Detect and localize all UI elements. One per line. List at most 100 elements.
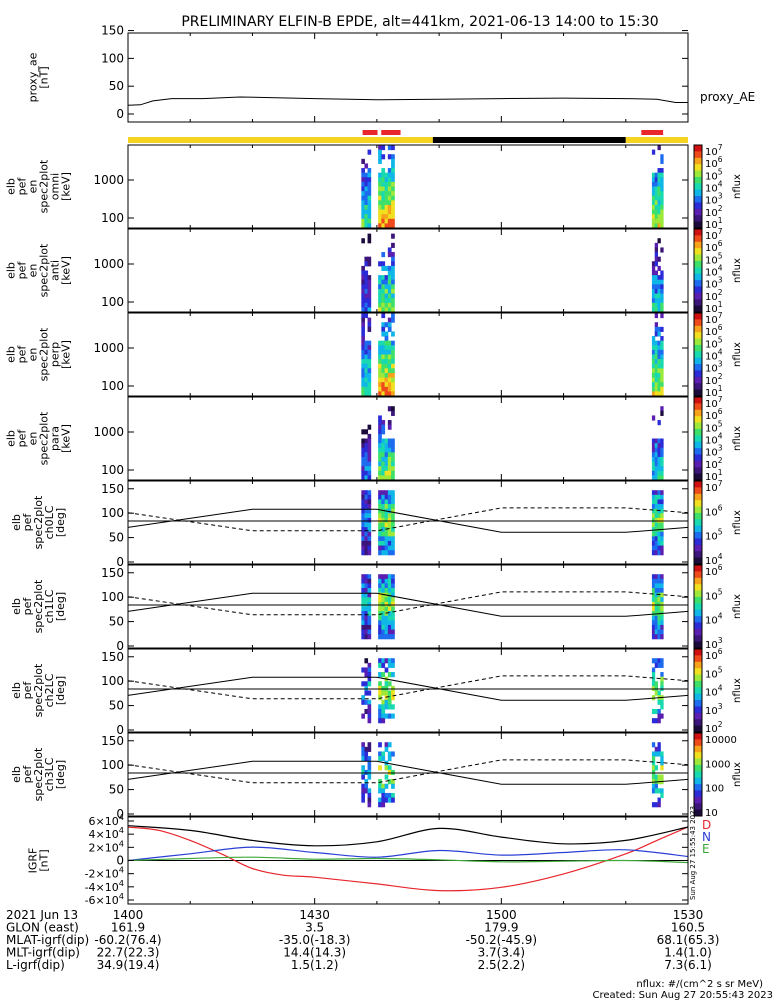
spec-cell [387,181,392,187]
colorbar-frame [693,480,703,565]
spec-cell [660,284,664,290]
ylabel-ch2-2: spec2plot [32,663,45,717]
spec-cell [367,433,372,439]
spec-cell [654,681,659,687]
spec-gap [374,145,377,228]
spec-cell [654,377,659,383]
spec-cell [384,363,389,369]
spec-cell [651,172,656,178]
spec-cell [361,359,365,365]
spec-cell [364,279,369,285]
spec-cell [378,756,382,762]
spec-cell [381,578,386,584]
panel-anti: elbpefenspec2plotanti[keV]10010001071061… [5,227,744,315]
spec-cell [657,391,661,397]
spec-cell [364,461,369,467]
spec-cell [654,181,659,187]
colorbar-tick: 107 [705,143,723,158]
spec-cell [657,508,661,514]
ylabel-igrf-1: [nT] [38,849,51,871]
spec-cell [391,695,395,701]
colorbar-cell [694,164,702,172]
spec-cell [361,313,365,319]
ytick-label: -2×104 [85,865,124,881]
spec-cell [364,578,369,584]
spec-cell [367,372,372,379]
spec-cell [654,452,659,458]
spec-cell [387,145,392,151]
spec-cell [660,499,664,505]
spec-cell [378,345,382,351]
spec-cell [378,662,382,668]
spec-cell [391,779,395,785]
spec-cell [364,298,369,304]
colorbar-cell [694,467,702,475]
spec-cell [387,583,392,589]
colorbar-cell [694,286,702,294]
spec-cell [381,363,386,369]
spec-cell [381,177,386,183]
spec-cell [378,708,382,715]
spec-cell [657,751,661,757]
spec-cell [361,490,365,496]
spec-cell [381,331,386,337]
spec-cell [651,461,656,467]
spec-cell [378,751,382,757]
spec-cell [651,634,656,640]
spec-cell [657,634,661,640]
spec-cell [660,475,664,481]
spec-cell [384,522,389,528]
spec-cell [657,588,661,594]
ytick-label: 100 [101,506,124,520]
spec-cell [378,797,382,803]
spec-cell [367,424,372,430]
spec-cell [654,293,659,299]
spec-cell [361,172,365,178]
colorbar-cell [694,680,702,688]
colorbar-cell [694,571,702,579]
colorbar-cell [694,493,702,501]
spec-cell [660,447,664,453]
spec-cell [384,620,389,626]
spec-cell [367,209,372,215]
spec-cell [387,424,392,430]
spec-cell [364,708,369,715]
panel-frame [127,396,689,481]
spec-cell [384,466,389,472]
spec-cell [367,718,372,724]
spec-cell [654,363,659,369]
spec-cell [391,223,395,229]
spec-cell [391,331,395,337]
spec-cell [651,340,656,346]
spec-cell [378,783,382,789]
spec-cell [378,223,382,229]
spec-cell [364,783,369,789]
spec-cell [651,186,656,192]
spec-cell [381,574,386,580]
spec-cell [651,676,656,682]
colorbar-cell [694,577,702,585]
spec-cell [361,783,365,789]
spec-cell [384,699,389,705]
spec-cell [654,531,659,537]
igrf-total-line [127,825,689,847]
spec-cell [660,195,664,201]
spec-cell [651,597,656,603]
spec-cell [378,470,382,476]
spec-cell [381,302,386,308]
spec-cell [387,792,392,799]
spec-cell [387,443,392,449]
spec-cell [391,517,395,523]
spec-cell [378,447,382,453]
spec-cell [387,386,392,392]
ylabel-perp-4: perp [49,342,62,367]
colorbar-cell [694,403,702,411]
colorbar-cell [694,189,702,197]
spec-cell [384,307,389,313]
spec-cell [657,181,661,187]
spec-cell [384,298,389,304]
spec-cell [381,588,386,594]
spec-cell [384,204,389,211]
